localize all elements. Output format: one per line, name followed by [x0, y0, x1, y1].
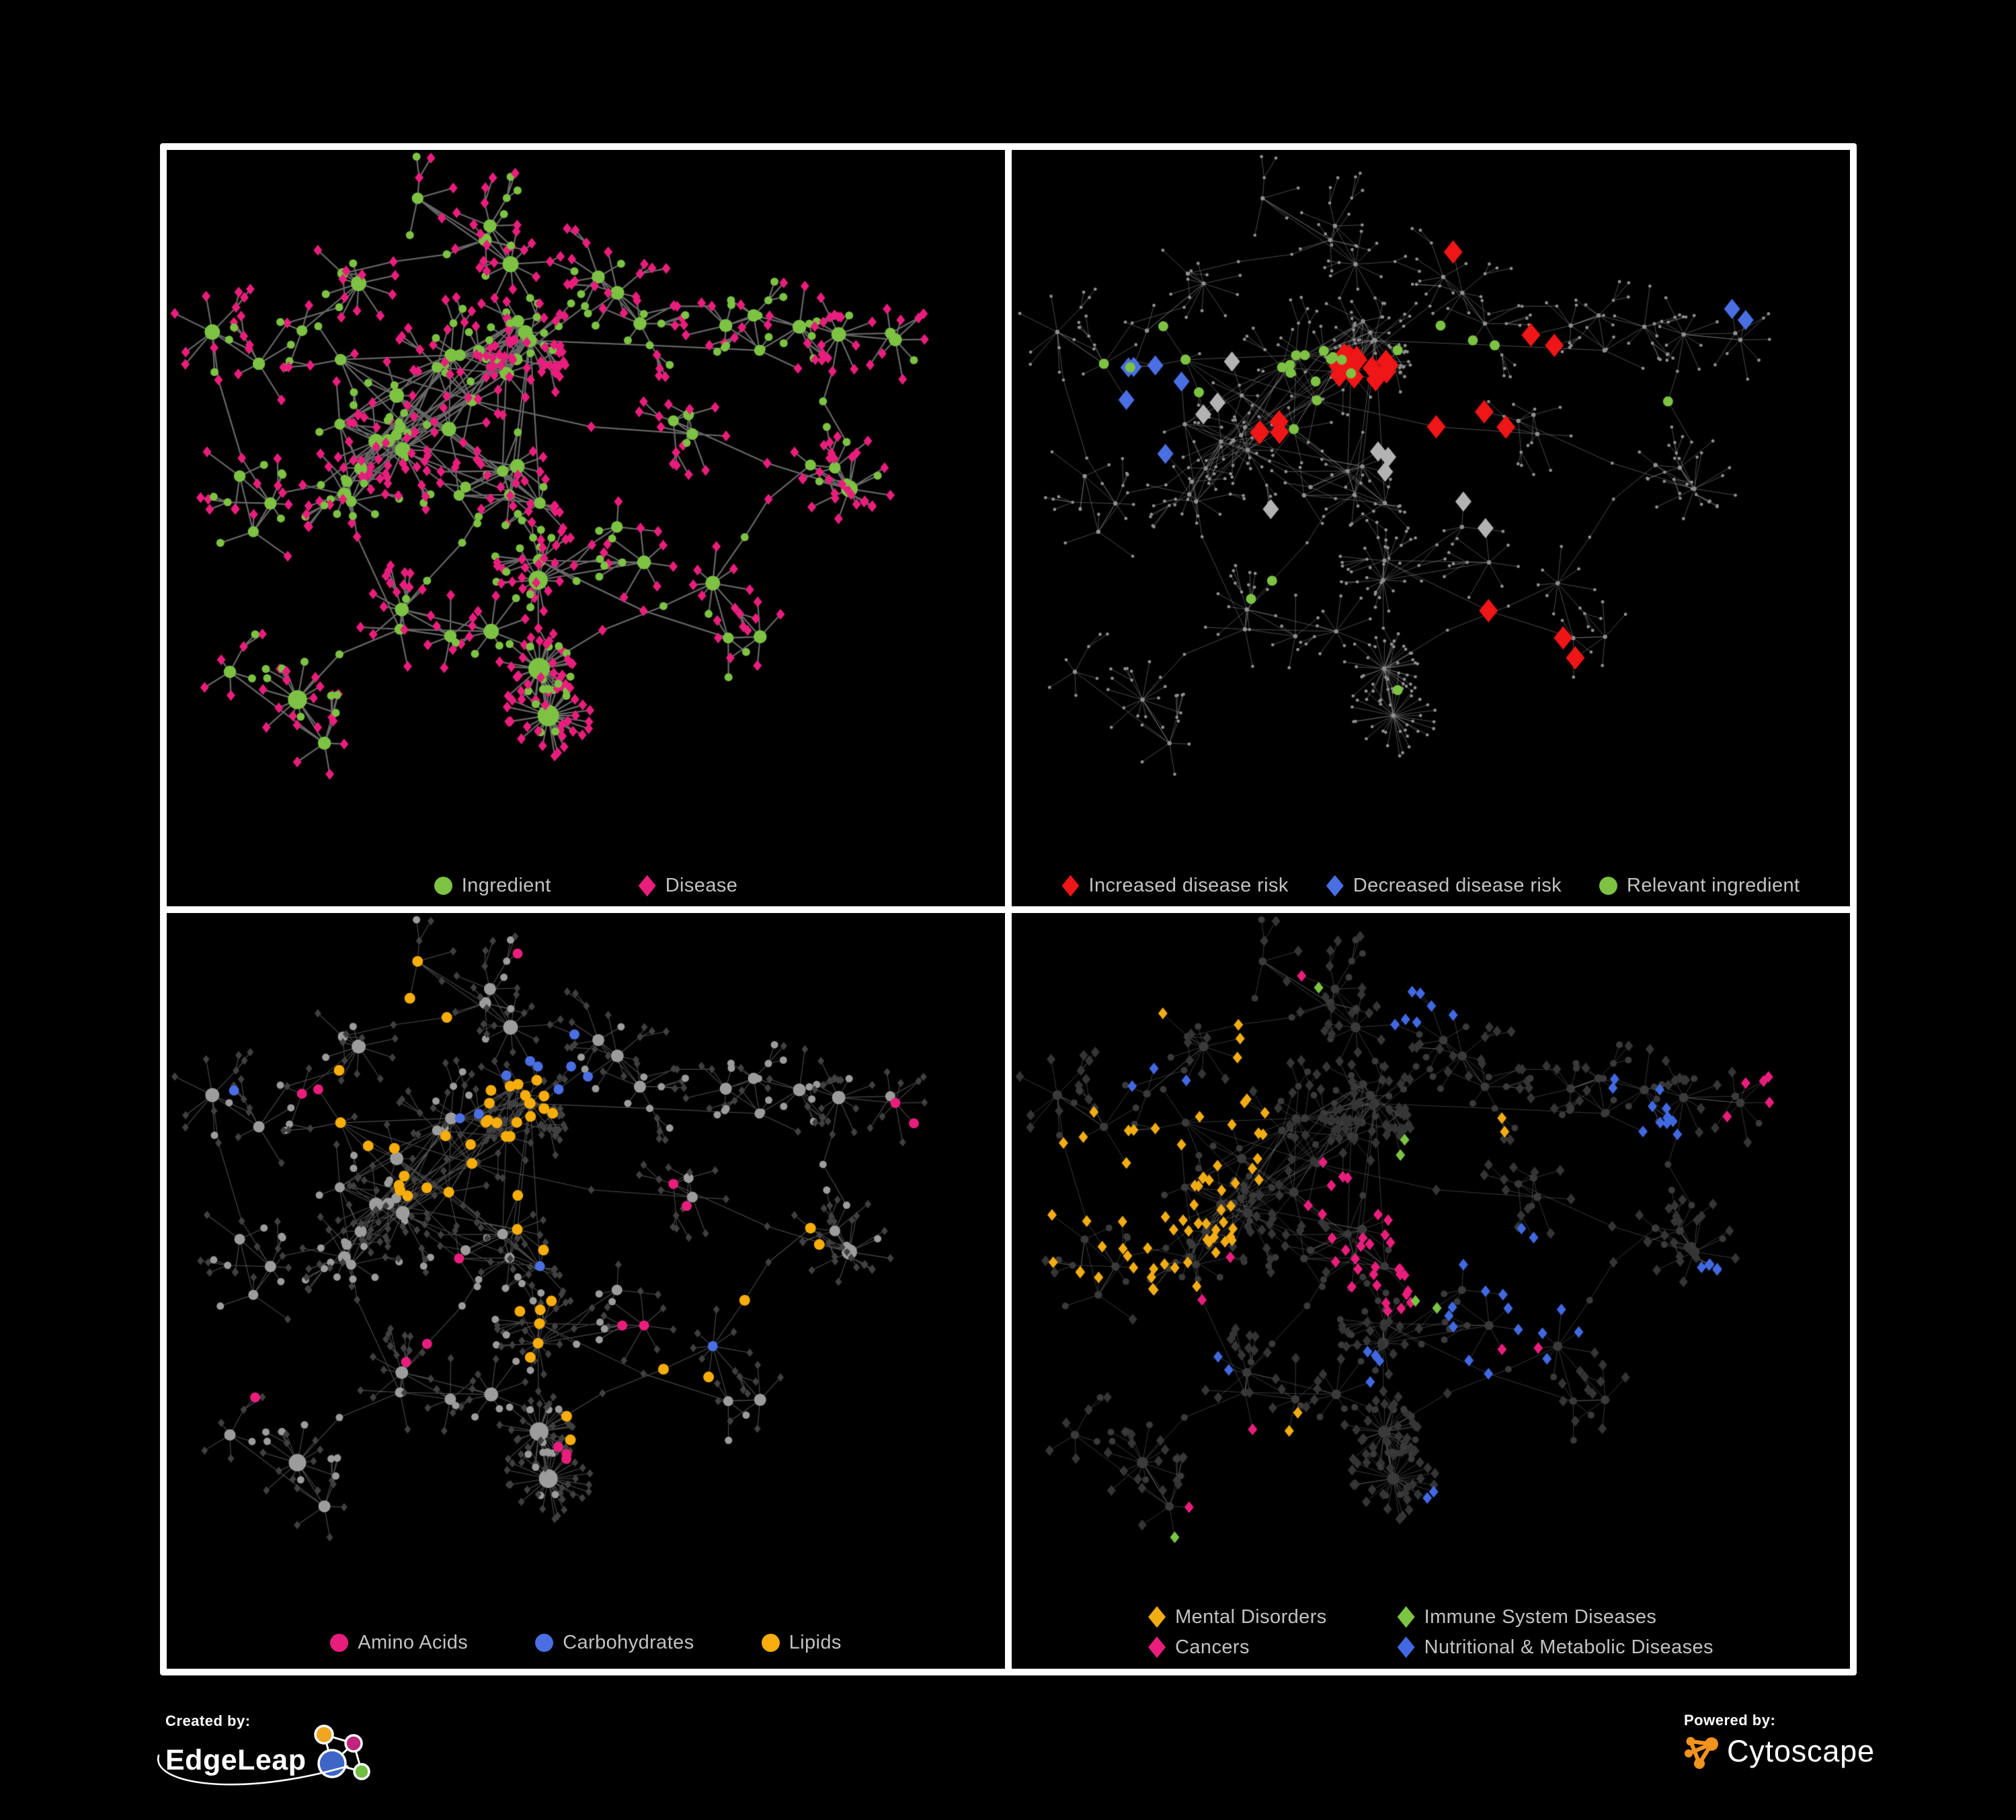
powered-by-block: Powered by: Cytoscape [1684, 1712, 1875, 1770]
cytoscape-logo: Cytoscape [1684, 1732, 1875, 1770]
created-by-label: Created by: [165, 1712, 251, 1729]
legend-item-increased-risk: Increased disease risk [1061, 875, 1288, 897]
legend-label: Immune System Diseases [1424, 1606, 1657, 1628]
legend-item-relevant-ingredient: Relevant ingredient [1599, 876, 1800, 896]
cancers-diamond-icon [1148, 1636, 1166, 1658]
legend-label: Nutritional & Metabolic Diseases [1424, 1636, 1713, 1658]
panel-disease-risk: Increased disease risk Decreased disease… [1012, 150, 1850, 906]
legend-label: Lipids [789, 1632, 842, 1653]
mental-disorders-diamond-icon [1148, 1606, 1166, 1628]
edgeleap-network-icon [313, 1725, 370, 1780]
panel-disease-categories: Mental Disorders Immune System Diseases … [1012, 912, 1850, 1669]
panel-ingredient-classes: Amino Acids Carbohydrates Lipids [167, 912, 1005, 1669]
legend-label: Disease [665, 875, 738, 896]
network-graph-disease-categories [1012, 912, 1850, 1602]
nutritional-metabolic-diamond-icon [1397, 1636, 1415, 1658]
panel-ingredient-disease: Ingredient Disease [167, 150, 1005, 906]
cytoscape-wordmark: Cytoscape [1727, 1733, 1875, 1768]
legend-item-amino-acids: Amino Acids [330, 1633, 468, 1653]
cytoscape-network-icon [1685, 1737, 1718, 1769]
network-graph-ingredient-classes [167, 912, 1005, 1602]
legend-disease-risk: Increased disease risk Decreased disease… [1012, 875, 1850, 897]
carbohydrates-circle-icon [535, 1634, 554, 1652]
legend-item-disease: Disease [638, 875, 738, 897]
edgeleap-wordmark: EdgeLeap [165, 1743, 307, 1776]
relevant-ingredient-circle-icon [1599, 877, 1618, 895]
increased-risk-diamond-icon [1061, 875, 1080, 897]
legend-item-decreased-risk: Decreased disease risk [1326, 875, 1562, 897]
network-graph-ingredient-disease [167, 150, 1005, 839]
legend-ingredient-classes: Amino Acids Carbohydrates Lipids [167, 1633, 1005, 1653]
disease-diamond-icon [638, 875, 656, 897]
legend-ingredient-disease: Ingredient Disease [167, 875, 1005, 897]
legend-label: Cancers [1175, 1636, 1250, 1658]
decreased-risk-diamond-icon [1326, 875, 1344, 897]
legend-label: Mental Disorders [1175, 1606, 1327, 1628]
created-by-block: Created by: EdgeLeap [157, 1712, 375, 1789]
lipids-circle-icon [761, 1634, 780, 1652]
legend-item-cancers: Cancers [1148, 1636, 1327, 1658]
amino-acids-circle-icon [330, 1634, 349, 1652]
legend-item-mental-disorders: Mental Disorders [1148, 1606, 1327, 1628]
legend-item-immune-system-diseases: Immune System Diseases [1397, 1606, 1713, 1628]
legend-label: Carbohydrates [563, 1632, 694, 1653]
legend-disease-categories: Mental Disorders Immune System Diseases … [1012, 1606, 1850, 1658]
network-graph-disease-risk [1012, 150, 1850, 839]
legend-label: Amino Acids [358, 1632, 469, 1653]
legend-label: Increased disease risk [1088, 875, 1289, 896]
legend-label: Relevant ingredient [1627, 875, 1800, 896]
legend-item-carbohydrates: Carbohydrates [535, 1633, 694, 1653]
legend-item-lipids: Lipids [761, 1632, 842, 1653]
immune-system-diamond-icon [1397, 1606, 1415, 1628]
legend-label: Ingredient [461, 875, 551, 896]
ingredient-circle-icon [434, 877, 452, 895]
edgeleap-logo: EdgeLeap [157, 1725, 375, 1789]
legend-label: Decreased disease risk [1353, 875, 1562, 896]
legend-item-nutritional-metabolic-diseases: Nutritional & Metabolic Diseases [1397, 1636, 1713, 1658]
panel-grid: Ingredient Disease Increased disease ris… [160, 143, 1857, 1675]
powered-by-label: Powered by: [1684, 1712, 1776, 1729]
legend-item-ingredient: Ingredient [434, 876, 551, 896]
